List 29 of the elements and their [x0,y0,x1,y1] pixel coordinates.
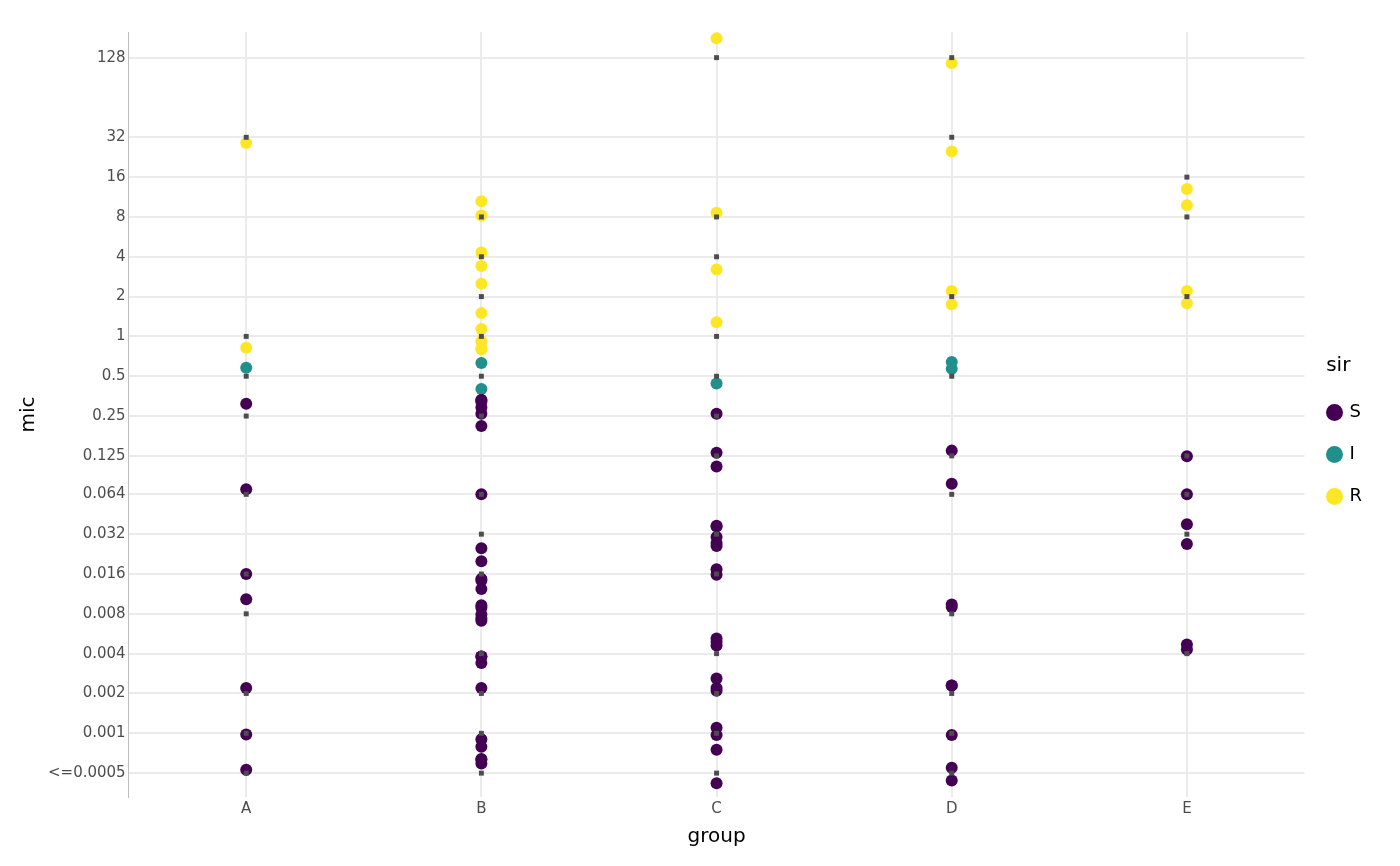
y-axis-title: mic [15,396,40,433]
x-tick-label: E [1182,798,1192,817]
y-tick-label: 128 [96,47,126,66]
y-tick-label: 0.008 [82,603,126,622]
y-tick-label: 0.125 [82,445,126,464]
x-tick-label: D [945,798,958,817]
y-tick-label: 32 [106,127,126,146]
y-tick-label: 1 [116,326,126,345]
legend-title: sir [1326,351,1352,376]
y-tick-label: <=0.0005 [48,763,126,782]
y-tick-label: 0.002 [82,683,126,702]
x-tick-label: A [241,798,253,817]
y-tick-label: 2 [116,286,126,305]
y-tick-label: 16 [106,167,126,186]
y-tick-label: 0.5 [101,366,126,385]
y-tick-label: 4 [116,246,126,265]
legend-label: S [1349,400,1361,422]
y-tick-label: 8 [116,206,126,225]
x-axis-title: group [687,823,746,848]
legend-label: I [1349,442,1355,464]
legend-label: R [1349,484,1363,506]
y-tick-label: 0.25 [92,405,126,424]
y-tick-label: 0.001 [82,723,126,742]
y-tick-label: 0.004 [82,643,126,662]
y-tick-label: 0.016 [82,563,126,582]
y-tick-label: 0.064 [82,484,126,503]
y-tick-label: 0.032 [82,524,126,543]
x-tick-label: B [476,798,487,817]
x-tick-label: C [711,798,722,817]
